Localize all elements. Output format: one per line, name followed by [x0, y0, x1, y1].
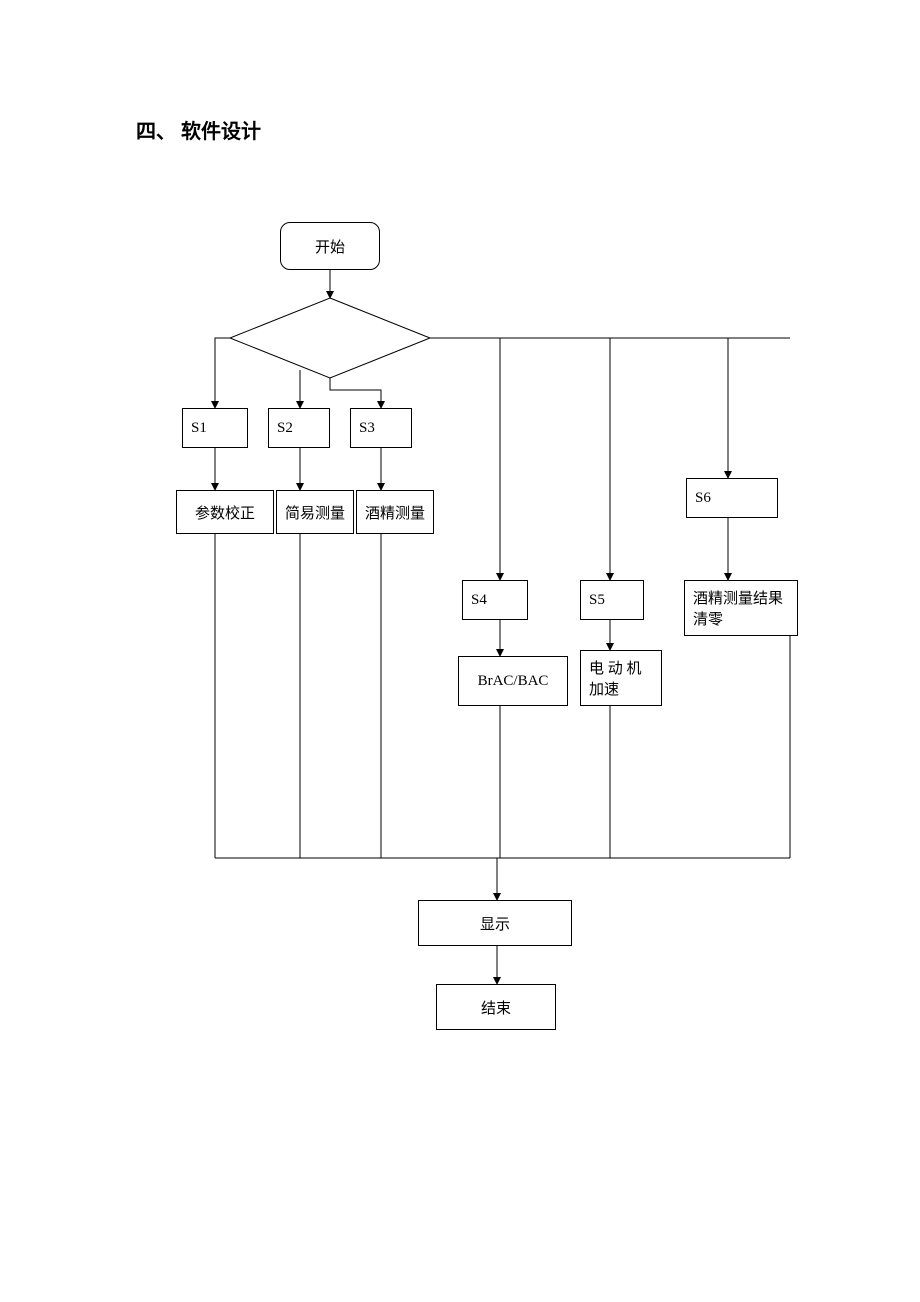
node-brac-label: BrAC/BAC — [478, 673, 549, 690]
node-s5-label: S5 — [589, 592, 605, 609]
node-display-label: 显示 — [480, 913, 510, 934]
node-s1-label: S1 — [191, 420, 207, 437]
node-s5: S5 — [580, 580, 644, 620]
node-s4: S4 — [462, 580, 528, 620]
node-s6-label: S6 — [695, 490, 711, 507]
node-motor: 电 动 机加速 — [580, 650, 662, 706]
node-clear: 酒精测量结果清零 — [684, 580, 798, 636]
node-end: 结束 — [436, 984, 556, 1030]
node-s3: S3 — [350, 408, 412, 448]
node-decision-label: 按键检测 — [230, 298, 430, 378]
flowchart-edges — [0, 0, 920, 1302]
node-s2: S2 — [268, 408, 330, 448]
node-s2-label: S2 — [277, 420, 293, 437]
node-simple-label: 简易测量 — [285, 502, 345, 523]
node-clear-label: 酒精测量结果清零 — [693, 587, 783, 629]
node-alcohol: 酒精测量 — [356, 490, 434, 534]
node-param: 参数校正 — [176, 490, 274, 534]
node-param-label: 参数校正 — [195, 502, 255, 523]
node-end-label: 结束 — [481, 997, 511, 1018]
node-s4-label: S4 — [471, 592, 487, 609]
node-display: 显示 — [418, 900, 572, 946]
node-start-label: 开始 — [315, 236, 345, 257]
section-heading: 四、 软件设计 — [136, 115, 261, 144]
node-brac: BrAC/BAC — [458, 656, 568, 706]
node-s6: S6 — [686, 478, 778, 518]
node-simple: 简易测量 — [276, 490, 354, 534]
node-motor-label: 电 动 机加速 — [589, 657, 642, 699]
node-alcohol-label: 酒精测量 — [365, 502, 425, 523]
node-start: 开始 — [280, 222, 380, 270]
node-s3-label: S3 — [359, 420, 375, 437]
node-s1: S1 — [182, 408, 248, 448]
node-decision: 按键检测 — [230, 298, 430, 378]
